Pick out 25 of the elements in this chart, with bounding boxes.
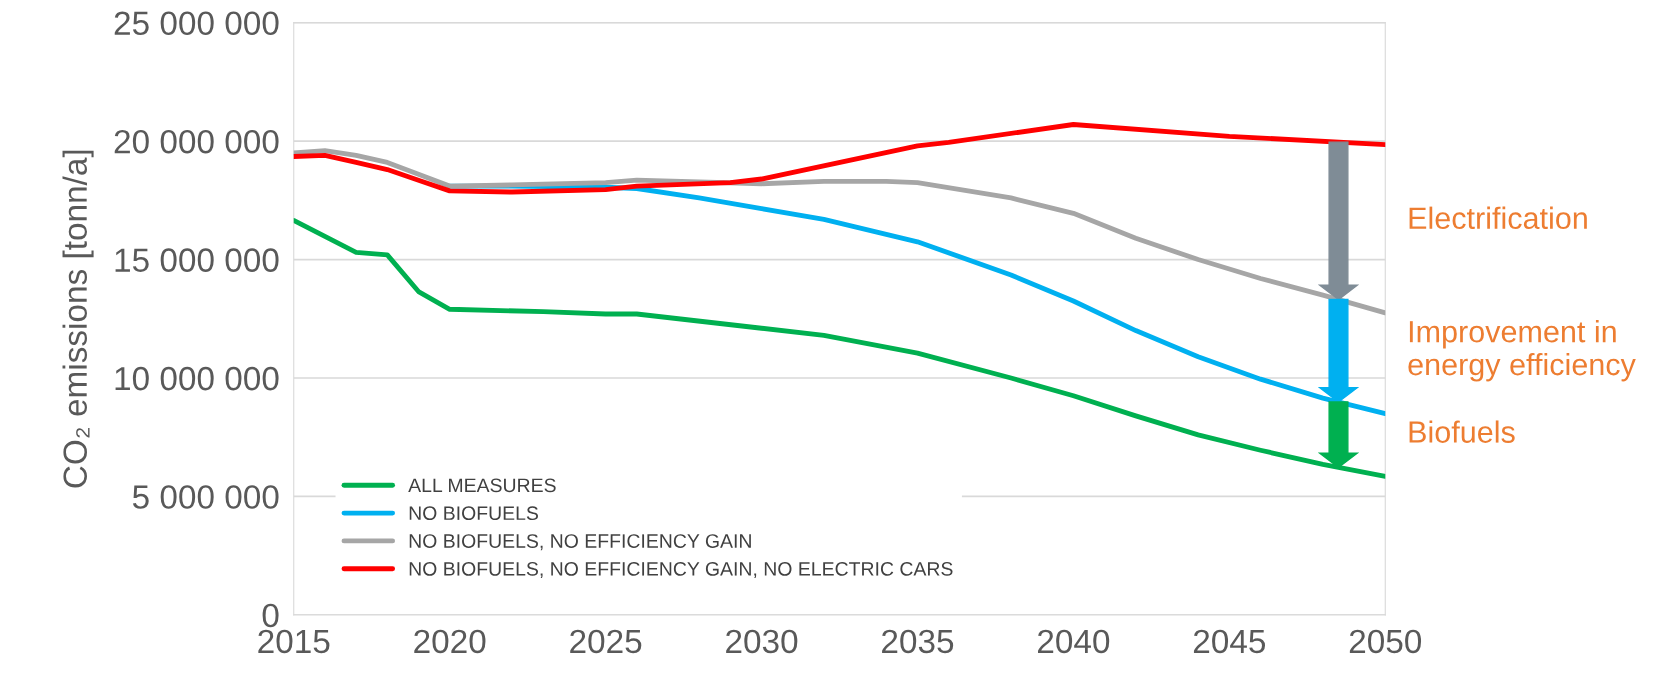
legend-label: NO BIOFUELS, NO EFFICIENCY GAIN: [409, 534, 751, 551]
x-tick-label: 2015: [258, 629, 330, 654]
legend-label: NO BIOFUELS, NO EFFICIENCY GAIN, NO ELECTRIC CARS: [409, 561, 953, 579]
line-series: [293, 148, 1386, 316]
x-tick-label: 2030: [726, 629, 798, 654]
y-tick-label: 25 000 000: [114, 11, 279, 36]
x-tick-label: 2045: [1193, 629, 1266, 654]
line-series: [293, 218, 1386, 479]
text: Improvement in energy efficiency: [1408, 320, 1636, 382]
x-tick-label: 2025: [570, 629, 642, 654]
x-tick-label: 2020: [414, 629, 486, 654]
x-tick-label: 2040: [1038, 629, 1110, 654]
x-tick-label: 2035: [882, 629, 954, 654]
text: Electrification: [1409, 206, 1587, 230]
x-tick-label: 2050: [1349, 629, 1422, 654]
y-axis-title: CO₂ emissions [tonn/a]: [62, 150, 94, 488]
y-tick-label: 10 000 000: [115, 366, 279, 391]
legend-label: ALL MEASURES: [408, 478, 556, 493]
text: Biofuels: [1409, 420, 1515, 443]
y-tick-label: 20 000 000: [114, 129, 279, 154]
y-tick-label: 0: [262, 603, 279, 628]
legend-label: NO BIOFUELS: [409, 506, 538, 521]
line-series: [293, 122, 1386, 195]
y-tick-label: 15 000 000: [115, 248, 279, 272]
y-tick-label: 5 000 000: [132, 485, 279, 509]
